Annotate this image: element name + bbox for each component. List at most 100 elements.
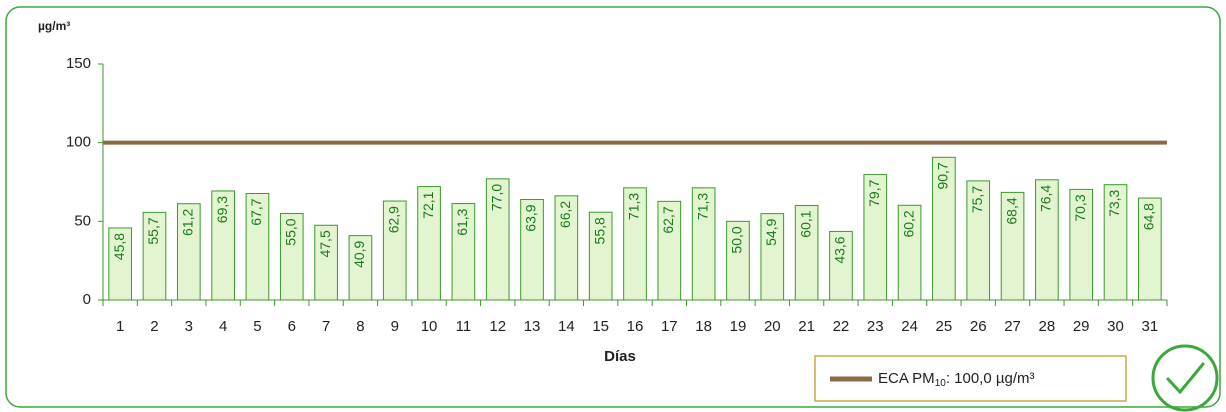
x-tick-label: 16 xyxy=(627,318,644,335)
x-tick-label: 9 xyxy=(391,318,399,335)
bar xyxy=(520,198,544,301)
y-tick-label: 150 xyxy=(66,55,91,72)
value-label: 50,0 xyxy=(729,226,745,253)
value-label: 76,4 xyxy=(1038,185,1054,212)
value-label: 63,9 xyxy=(523,204,539,231)
y-tick-label: 100 xyxy=(66,134,91,151)
legend-subscript: 10 xyxy=(935,378,947,389)
value-label: 67,7 xyxy=(248,198,264,225)
x-tick-label: 24 xyxy=(901,318,918,335)
frame xyxy=(5,6,1221,408)
bar xyxy=(314,224,338,301)
bar xyxy=(623,187,647,301)
x-tick-label: 12 xyxy=(489,318,506,335)
bar xyxy=(1069,188,1094,301)
x-tick-label: 29 xyxy=(1073,318,1090,335)
x-tick-label: 3 xyxy=(185,318,193,335)
x-tick-label: 7 xyxy=(322,318,330,335)
legend-suffix: : 100,0 µg/m³ xyxy=(946,370,1035,387)
x-tick-label: 2 xyxy=(150,318,158,335)
bar xyxy=(829,230,853,301)
x-tick-label: 21 xyxy=(798,318,815,335)
value-label: 55,8 xyxy=(591,217,607,244)
x-axis-label: Días xyxy=(604,348,636,365)
bar xyxy=(348,235,373,301)
x-tick-label: 27 xyxy=(1004,318,1021,335)
bar xyxy=(279,212,304,301)
bar xyxy=(417,186,441,301)
value-label: 62,9 xyxy=(385,206,401,233)
value-label: 62,7 xyxy=(660,206,676,233)
bar xyxy=(794,204,819,301)
bar xyxy=(691,187,716,301)
legend-label: ECA PM10: 100,0 µg/m³ xyxy=(878,370,1035,389)
x-tick-label: 11 xyxy=(456,318,472,335)
y-tick-label: 0 xyxy=(83,291,91,308)
x-tick-label: 19 xyxy=(730,318,747,335)
value-label: 71,3 xyxy=(626,193,642,220)
bar xyxy=(897,204,922,301)
x-tick-label: 20 xyxy=(764,318,781,335)
value-label: 66,2 xyxy=(557,201,573,228)
value-label: 79,7 xyxy=(866,179,882,206)
legend-name: ECA PM xyxy=(878,370,935,387)
x-tick-label: 31 xyxy=(1141,318,1158,335)
bar xyxy=(485,178,510,301)
bar xyxy=(382,200,407,301)
x-tick-label: 13 xyxy=(524,318,541,335)
x-tick-label: 10 xyxy=(421,318,438,335)
bar xyxy=(176,203,201,301)
value-label: 61,2 xyxy=(180,209,196,236)
x-tick-label: 25 xyxy=(936,318,953,335)
bar xyxy=(1000,191,1025,301)
x-tick-label: 4 xyxy=(219,318,227,335)
value-label: 90,7 xyxy=(935,162,951,189)
value-label: 68,4 xyxy=(1003,197,1019,224)
value-label: 69,3 xyxy=(214,196,230,223)
bar xyxy=(760,213,785,301)
bar xyxy=(1035,179,1059,301)
value-label: 70,3 xyxy=(1072,194,1088,221)
value-label: 73,3 xyxy=(1106,189,1122,216)
value-label: 47,5 xyxy=(317,230,333,257)
x-tick-label: 22 xyxy=(833,318,850,335)
value-label: 55,0 xyxy=(282,218,298,245)
value-label: 61,3 xyxy=(454,208,470,235)
value-label: 43,6 xyxy=(832,236,848,263)
x-tick-label: 30 xyxy=(1107,318,1124,335)
value-label: 40,9 xyxy=(351,240,367,267)
legend: ECA PM10: 100,0 µg/m³ xyxy=(814,355,1127,402)
x-tick-label: 26 xyxy=(970,318,987,335)
bar xyxy=(1103,184,1128,301)
value-label: 60,2 xyxy=(900,210,916,237)
x-tick-label: 1 xyxy=(116,318,124,335)
bar xyxy=(245,192,270,301)
bar xyxy=(966,180,991,301)
value-label: 45,8 xyxy=(111,233,127,260)
check-icon xyxy=(1151,344,1219,412)
value-label: 64,8 xyxy=(1141,203,1157,230)
bar xyxy=(554,195,579,301)
value-label: 60,1 xyxy=(797,210,813,237)
bar xyxy=(863,174,888,301)
x-tick-label: 8 xyxy=(356,318,364,335)
y-axis-label: µg/m³ xyxy=(38,19,70,33)
x-tick-label: 14 xyxy=(558,318,575,335)
bar xyxy=(211,190,235,301)
bar xyxy=(588,211,613,301)
value-label: 77,0 xyxy=(488,184,504,211)
x-tick-label: 17 xyxy=(661,318,678,335)
bar xyxy=(142,211,167,301)
bar xyxy=(1138,197,1162,301)
bar xyxy=(726,220,750,301)
bar xyxy=(932,156,956,301)
value-label: 75,7 xyxy=(969,186,985,213)
x-tick-label: 23 xyxy=(867,318,884,335)
x-tick-label: 6 xyxy=(288,318,296,335)
value-label: 54,9 xyxy=(763,218,779,245)
bar xyxy=(451,203,476,301)
bar xyxy=(657,200,682,301)
y-tick-label: 50 xyxy=(74,212,91,229)
x-tick-label: 5 xyxy=(253,318,261,335)
